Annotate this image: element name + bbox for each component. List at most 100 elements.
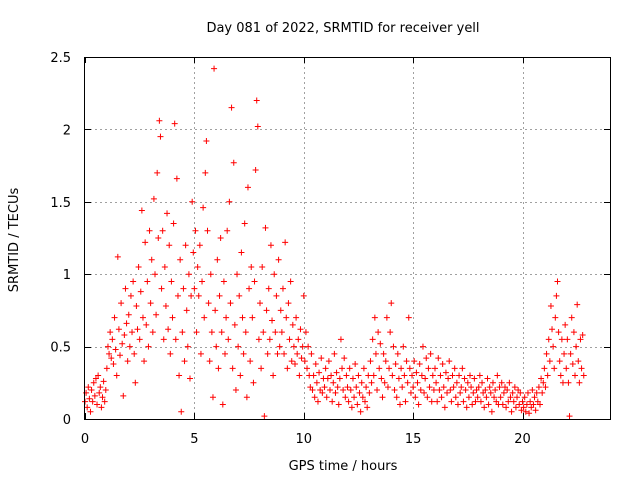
x-tick-label: 20	[514, 432, 531, 447]
data-point	[123, 320, 130, 327]
data-point	[375, 329, 382, 336]
data-point	[482, 387, 489, 394]
data-point	[484, 375, 491, 382]
data-point	[559, 379, 566, 386]
data-point	[438, 394, 445, 401]
data-point	[328, 372, 335, 379]
data-point	[84, 404, 91, 411]
data-point	[494, 372, 501, 379]
data-point	[287, 278, 294, 285]
data-point	[532, 407, 539, 414]
data-point	[319, 389, 326, 396]
data-point	[433, 379, 440, 386]
data-point	[380, 350, 387, 357]
data-point	[323, 394, 330, 401]
data-point	[569, 360, 576, 367]
data-point	[489, 379, 496, 386]
data-point	[89, 398, 96, 405]
data-point	[106, 350, 113, 357]
data-point	[391, 387, 398, 394]
data-point	[450, 384, 457, 391]
data-point	[206, 358, 213, 365]
data-point	[551, 365, 558, 372]
data-point	[506, 379, 513, 386]
data-point	[464, 379, 471, 386]
data-point	[220, 278, 227, 285]
y-tick-labels: 0 0.5 1 1.5 2 2.5	[50, 51, 71, 428]
data-point	[247, 358, 254, 365]
x-tick-label: 5	[190, 432, 198, 447]
data-point	[542, 384, 549, 391]
y-axis-label: SRMTID / TECUs	[7, 188, 22, 293]
data-point	[165, 326, 172, 333]
data-point	[417, 387, 424, 394]
data-point	[430, 387, 437, 394]
data-point	[230, 159, 237, 166]
data-point	[177, 256, 184, 263]
data-point	[174, 292, 181, 299]
data-point	[358, 379, 365, 386]
data-point	[164, 210, 171, 217]
data-point	[574, 301, 581, 308]
data-point	[191, 285, 198, 292]
data-point	[304, 365, 311, 372]
data-point	[505, 398, 512, 405]
data-point	[122, 285, 129, 292]
data-point	[101, 398, 108, 405]
data-point	[344, 384, 351, 391]
data-point	[87, 408, 94, 415]
data-point	[169, 314, 176, 321]
data-point	[386, 365, 393, 372]
data-point	[371, 314, 378, 321]
data-point	[121, 332, 128, 339]
data-point	[416, 360, 423, 367]
data-point	[294, 350, 301, 357]
data-point	[229, 365, 236, 372]
data-point	[111, 314, 118, 321]
y-tick-label: 0.5	[50, 341, 71, 356]
data-point	[444, 389, 451, 396]
data-point	[346, 365, 353, 372]
data-point	[192, 227, 199, 234]
plot-frame	[84, 57, 611, 420]
data-point	[183, 307, 190, 314]
data-point	[369, 336, 376, 343]
data-point	[407, 389, 414, 396]
data-point	[88, 387, 95, 394]
data-point	[485, 401, 492, 408]
data-point	[282, 239, 289, 246]
data-point	[441, 404, 448, 411]
data-point	[160, 336, 167, 343]
data-point	[401, 372, 408, 379]
data-point	[499, 401, 506, 408]
data-point	[159, 227, 166, 234]
data-point	[240, 350, 247, 357]
data-point	[459, 365, 466, 372]
data-point	[257, 300, 263, 307]
data-point	[354, 401, 361, 408]
data-point	[507, 394, 514, 401]
data-point	[110, 360, 117, 367]
data-point	[566, 413, 573, 420]
data-point	[523, 401, 530, 408]
data-point	[148, 256, 155, 263]
data-point	[514, 394, 521, 401]
data-point	[578, 365, 585, 372]
data-point	[503, 404, 510, 411]
data-point	[243, 394, 250, 401]
data-point	[129, 329, 136, 336]
data-point	[180, 285, 187, 292]
y-tick-label: 0	[63, 413, 71, 428]
data-point	[462, 387, 469, 394]
data-point	[285, 300, 292, 307]
data-point	[251, 278, 258, 285]
data-point	[199, 278, 206, 285]
data-point	[184, 343, 191, 350]
data-point	[283, 314, 290, 321]
data-point	[381, 379, 388, 386]
data-point	[103, 365, 110, 372]
data-point	[366, 389, 373, 396]
data-point	[91, 392, 98, 399]
data-point	[367, 358, 374, 365]
